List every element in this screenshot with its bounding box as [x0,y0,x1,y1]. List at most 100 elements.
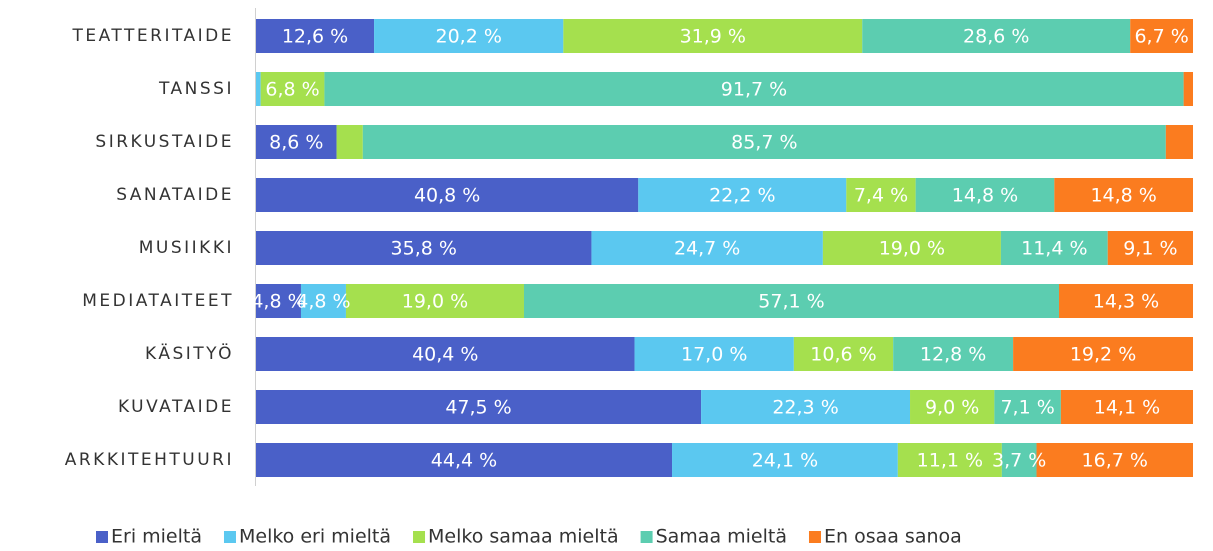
value-label: 44,4 % [431,450,497,472]
category-label: ARKKITEHTUURI [65,450,234,470]
legend-swatch [808,531,821,543]
value-label: 16,7 % [1082,450,1148,472]
bar-segment [256,178,639,212]
bar-segment [362,125,1166,159]
category-label: SIRKUSTAIDE [95,132,234,152]
category-label: TANSSI [158,79,234,99]
bar-segment [260,72,325,106]
legend-label: Eri mieltä [111,526,202,548]
bar-segment [256,390,702,424]
bar-segment [897,443,1002,477]
value-label: 47,5 % [445,397,511,419]
value-label: 35,8 % [391,238,457,260]
value-label: 6,8 % [265,79,319,101]
legend-label: Samaa mieltä [656,526,787,548]
value-label: 20,2 % [435,26,501,48]
bar-segment [1130,19,1193,53]
value-label: 22,2 % [709,185,775,207]
bar-segment [1013,337,1193,371]
value-label: 3,7 % [992,450,1046,472]
value-label: 7,4 % [854,185,908,207]
value-label: 11,1 % [917,450,983,472]
value-label: 4,8 % [296,291,350,313]
value-label: 85,7 % [731,132,797,154]
value-label: 24,7 % [674,238,740,260]
bar-segment [893,337,1014,371]
bar-segment [638,178,847,212]
value-label: 12,8 % [920,344,986,366]
bar-segment [1059,284,1193,318]
bar-segment [1107,231,1193,265]
value-label: 10,6 % [810,344,876,366]
value-label: 19,0 % [402,291,468,313]
bar-segment [591,231,823,265]
value-label: 14,1 % [1094,397,1160,419]
bar-segment [1000,231,1108,265]
bar-segment [256,125,337,159]
value-label: 91,7 % [721,79,787,101]
bar-segment [324,72,1184,106]
bar-segment [915,178,1055,212]
value-label: 9,1 % [1123,238,1177,260]
value-label: 19,0 % [879,238,945,260]
bar-segment [701,390,911,424]
value-label: 11,4 % [1021,238,1087,260]
bar-segment [634,337,794,371]
value-label: 40,8 % [414,185,480,207]
bar-segment [256,443,673,477]
bar-segment [1060,390,1193,424]
value-label: 8,6 % [269,132,323,154]
bar-segment [994,390,1061,424]
value-label: 24,1 % [752,450,818,472]
bar-segment [374,19,564,53]
legend-label: Melko eri mieltä [239,526,391,548]
bar-segment [1036,443,1193,477]
bar-segment [563,19,863,53]
bar-segment [1183,72,1193,106]
bar-segment [256,337,635,371]
value-label: 28,6 % [963,26,1029,48]
value-label: 14,8 % [1090,185,1156,207]
value-label: 57,1 % [758,291,824,313]
bar-segment [1165,125,1193,159]
bar-segment [1054,178,1193,212]
bar-segment [1001,443,1037,477]
bar-segment [256,19,375,53]
category-label: SANATAIDE [116,185,234,205]
bar-segment [523,284,1060,318]
value-label: 4,8 % [251,291,305,313]
value-label: 14,3 % [1093,291,1159,313]
bar-segment [256,284,301,318]
category-label: KUVATAIDE [118,397,234,417]
category-label: KÄSITYÖ [145,342,234,364]
value-label: 9,0 % [925,397,979,419]
bar-segment [822,231,1001,265]
category-label: MUSIIKKI [139,238,234,258]
bar-segment [256,231,592,265]
legend-swatch [413,531,426,543]
legend-swatch [96,531,108,543]
value-label: 31,9 % [680,26,746,48]
bar-segment [862,19,1131,53]
value-label: 14,8 % [952,185,1018,207]
bar-segment [256,72,261,106]
legend-swatch [223,531,236,543]
legend-swatch [640,531,653,543]
legend-label: En osaa sanoa [824,526,962,548]
value-label: 17,0 % [681,344,747,366]
value-label: 19,2 % [1070,344,1136,366]
bar-segment [345,284,524,318]
value-label: 22,3 % [772,397,838,419]
value-label: 6,7 % [1134,26,1188,48]
bar-segment [793,337,894,371]
bar-segment [672,443,898,477]
bar-segment [846,178,916,212]
value-label: 12,6 % [282,26,348,48]
legend-label: Melko samaa mieltä [428,526,619,548]
bar-segment [910,390,995,424]
category-label: TEATTERITAIDE [71,26,234,46]
category-label: MEDIATAITEET [82,291,234,311]
value-label: 7,1 % [1000,397,1054,419]
value-label: 40,4 % [412,344,478,366]
